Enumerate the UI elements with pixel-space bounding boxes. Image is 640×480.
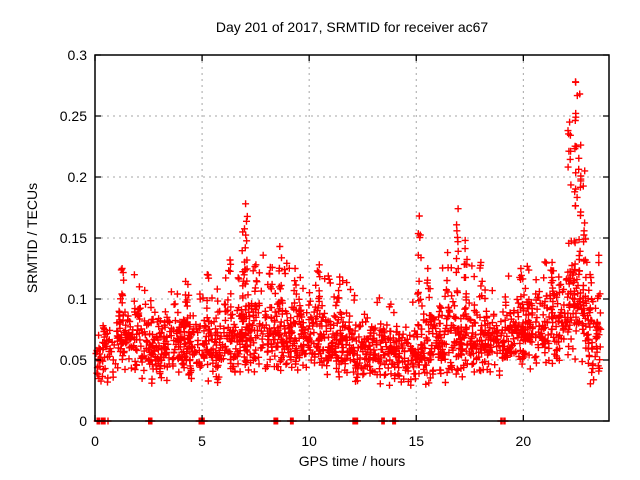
scatter-points-plus-markers	[92, 78, 605, 425]
data-points	[92, 78, 605, 425]
y-tick-label: 0	[79, 413, 87, 429]
y-tick-label: 0.25	[60, 108, 87, 124]
x-tick-label: 20	[516, 433, 532, 449]
y-tick-label: 0.3	[68, 47, 88, 63]
x-tick-label: 15	[408, 433, 424, 449]
y-tick-label: 0.2	[68, 169, 88, 185]
x-tick-label: 0	[91, 433, 99, 449]
axes	[94, 54, 610, 422]
y-tick-label: 0.05	[60, 352, 87, 368]
tick-labels: 0 5 10 15 20 0 0.05 0.1 0.15 0.2 0.25 0.3	[60, 47, 532, 449]
y-tick-label: 0.15	[60, 230, 87, 246]
x-tick-label: 10	[301, 433, 317, 449]
x-axis-label: GPS time / hours	[299, 453, 406, 469]
tick-marks	[94, 54, 609, 422]
y-axis-label: SRMTID / TECUs	[24, 183, 40, 293]
x-tick-label: 5	[198, 433, 206, 449]
y-tick-label: 0.1	[68, 291, 88, 307]
chart-title: Day 201 of 2017, SRMTID for receiver ac6…	[216, 19, 489, 35]
